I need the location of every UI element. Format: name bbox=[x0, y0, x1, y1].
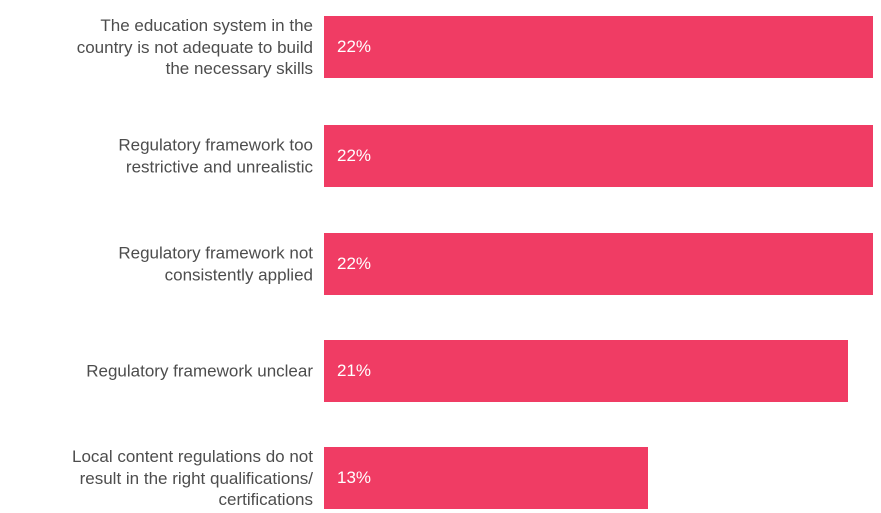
bar-row: Regulatory framework not consistently app… bbox=[0, 233, 881, 295]
value-label: 13% bbox=[337, 468, 372, 487]
category-label-line: restrictive and unrealistic bbox=[125, 157, 313, 176]
bar-row: Local content regulations do not result i… bbox=[0, 447, 881, 509]
value-label: 22% bbox=[337, 146, 372, 165]
bar bbox=[324, 447, 648, 509]
category-label-line: certifications bbox=[218, 489, 313, 509]
category-label-line: Regulatory framework unclear bbox=[86, 361, 313, 381]
bar bbox=[324, 233, 873, 295]
bar bbox=[324, 125, 873, 187]
category-label-line: result in the right qualifications/ bbox=[79, 468, 313, 488]
category-label-line: the necessary skills bbox=[165, 58, 313, 78]
bar-row: The education system in the country is no… bbox=[0, 16, 881, 78]
category-label-line: Local content regulations do not bbox=[71, 446, 313, 466]
category-label-line: The education system in the bbox=[100, 15, 313, 35]
value-label: 21% bbox=[337, 361, 372, 380]
category-label-line: country is not adequate to build bbox=[76, 37, 313, 57]
category-label: Local content regulations do not result i… bbox=[0, 446, 313, 511]
category-label: The education system in the country is no… bbox=[0, 15, 313, 80]
category-label: Regulatory framework not consistently app… bbox=[0, 243, 313, 286]
value-label: 22% bbox=[337, 254, 372, 273]
category-label: Regulatory framework too restrictive and … bbox=[0, 135, 313, 178]
bar bbox=[324, 16, 873, 78]
category-label-line: Regulatory framework too bbox=[118, 135, 313, 155]
category-label: Regulatory framework unclear bbox=[0, 360, 313, 382]
bar-row: Regulatory framework too restrictive and … bbox=[0, 125, 881, 187]
bar-row: Regulatory framework unclear 21% bbox=[0, 340, 881, 402]
value-label: 22% bbox=[337, 37, 372, 56]
category-label-line: consistently applied bbox=[164, 265, 313, 284]
bar bbox=[324, 340, 848, 402]
category-label-line: Regulatory framework not bbox=[118, 243, 313, 263]
